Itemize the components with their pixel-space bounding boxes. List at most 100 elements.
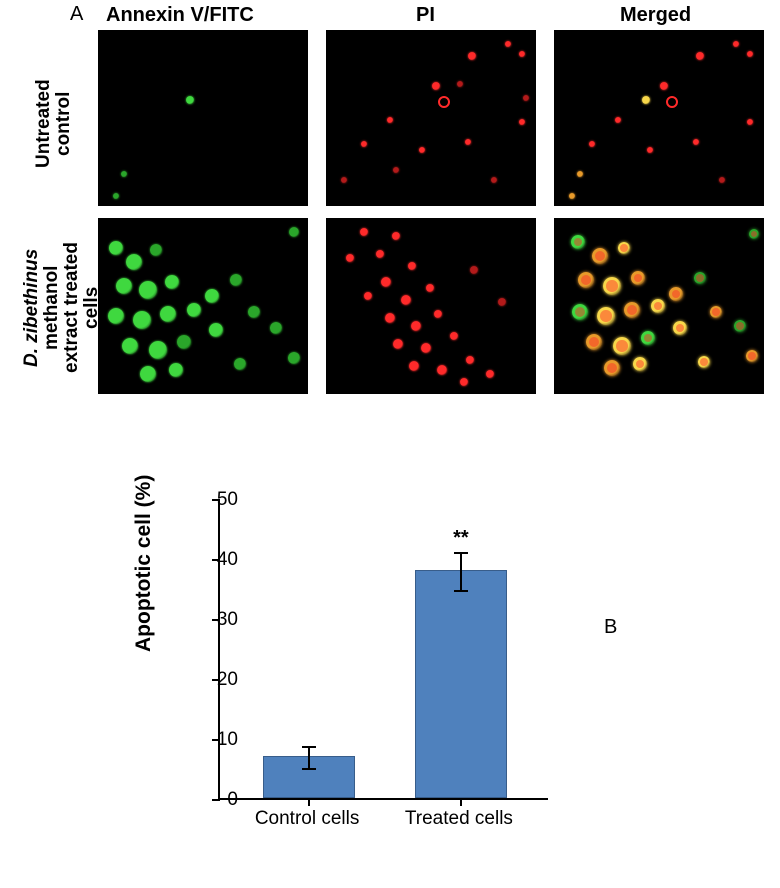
cell-dot xyxy=(187,303,201,317)
cell-dot xyxy=(519,119,525,125)
cell-dot xyxy=(160,306,176,322)
cell-dot xyxy=(205,289,219,303)
cell-dot xyxy=(341,177,347,183)
cell-dot xyxy=(589,141,595,147)
cell-dot xyxy=(289,227,299,237)
cell-dot xyxy=(109,241,123,255)
cell-dot xyxy=(577,171,583,177)
cell-dot xyxy=(693,139,699,145)
cell-dot xyxy=(376,250,384,258)
cell-dot xyxy=(361,141,367,147)
cell-dot xyxy=(437,365,447,375)
cell-dot xyxy=(230,274,242,286)
cell-dot xyxy=(569,193,575,199)
cell-dot xyxy=(457,81,463,87)
cell-dot xyxy=(660,82,668,90)
cell-dot xyxy=(669,287,683,301)
apoptotic-bar-chart: Apoptotic cell (%) ** 01020304050Control… xyxy=(148,482,578,870)
cell-dot xyxy=(139,281,157,299)
cell-dot xyxy=(631,271,645,285)
y-tick-label: 30 xyxy=(206,609,238,631)
microscopy-cell-r0c2 xyxy=(554,30,764,206)
cell-dot xyxy=(571,235,585,249)
cell-dot xyxy=(140,366,156,382)
cell-dot xyxy=(460,378,468,386)
row0-line0: Untreated xyxy=(33,80,54,169)
cell-dot xyxy=(121,171,127,177)
cell-dot xyxy=(491,177,497,183)
y-tick-label: 10 xyxy=(206,729,238,751)
bar-1 xyxy=(415,570,507,798)
cell-dot xyxy=(392,232,400,240)
cell-dot xyxy=(719,177,725,183)
cell-dot xyxy=(411,321,421,331)
cell-dot xyxy=(486,370,494,378)
y-tick-label: 20 xyxy=(206,669,238,691)
cell-dot xyxy=(710,306,722,318)
error-cap xyxy=(454,590,468,592)
error-cap xyxy=(454,552,468,554)
cell-dot xyxy=(393,167,399,173)
y-tick-label: 50 xyxy=(206,489,238,511)
microscopy-cell-r1c2 xyxy=(554,218,764,394)
cell-dot xyxy=(432,82,440,90)
cell-dot xyxy=(746,350,758,362)
cell-dot xyxy=(450,332,458,340)
col-header-1: PI xyxy=(416,4,435,27)
cell-dot xyxy=(108,308,124,324)
plot-area: ** xyxy=(218,500,548,800)
cell-dot xyxy=(592,248,608,264)
cell-dot xyxy=(651,299,665,313)
cell-dot xyxy=(381,277,391,287)
cell-dot xyxy=(409,361,419,371)
row-label-1: D. zibethinus methanol extract treated c… xyxy=(22,220,102,396)
cell-dot xyxy=(470,266,478,274)
cell-dot xyxy=(466,356,474,364)
cell-dot xyxy=(346,254,354,262)
cell-dot xyxy=(505,41,511,47)
col-header-0: Annexin V/FITC xyxy=(106,4,254,27)
cell-dot xyxy=(647,147,653,153)
microscopy-cell-r0c1 xyxy=(326,30,536,206)
cell-dot xyxy=(624,302,640,318)
cell-dot xyxy=(122,338,138,354)
cell-dot xyxy=(150,244,162,256)
cell-dot xyxy=(615,117,621,123)
cell-dot xyxy=(696,52,704,60)
cell-dot xyxy=(177,335,191,349)
cell-dot xyxy=(572,304,588,320)
x-tick-label-0: Control cells xyxy=(255,808,360,830)
cell-dot xyxy=(747,119,753,125)
cell-dot xyxy=(604,360,620,376)
cell-dot xyxy=(149,341,167,359)
cell-dot xyxy=(734,320,746,332)
cell-dot xyxy=(523,95,529,101)
cell-dot xyxy=(169,363,183,377)
x-tick xyxy=(308,798,310,806)
cell-dot xyxy=(270,322,282,334)
cell-dot xyxy=(438,96,450,108)
row1-line0: D. zibethinus xyxy=(21,249,42,367)
cell-dot xyxy=(385,313,395,323)
cell-dot xyxy=(673,321,687,335)
cell-dot xyxy=(434,310,442,318)
x-tick xyxy=(460,798,462,806)
cell-dot xyxy=(641,331,655,345)
row-label-0: Untreated control xyxy=(34,36,74,212)
cell-dot xyxy=(586,334,602,350)
y-tick-label: 0 xyxy=(206,789,238,811)
cell-dot xyxy=(209,323,223,337)
panel-b-label: B xyxy=(604,616,617,639)
cell-dot xyxy=(288,352,300,364)
error-bar xyxy=(460,553,462,591)
cell-dot xyxy=(618,242,630,254)
cell-dot xyxy=(419,147,425,153)
cell-dot xyxy=(733,41,739,47)
cell-dot xyxy=(749,229,759,239)
cell-dot xyxy=(408,262,416,270)
cell-dot xyxy=(465,139,471,145)
cell-dot xyxy=(426,284,434,292)
row1-line2: extract treated cells xyxy=(61,243,102,374)
significance-marker: ** xyxy=(453,527,469,550)
cell-dot xyxy=(186,96,194,104)
